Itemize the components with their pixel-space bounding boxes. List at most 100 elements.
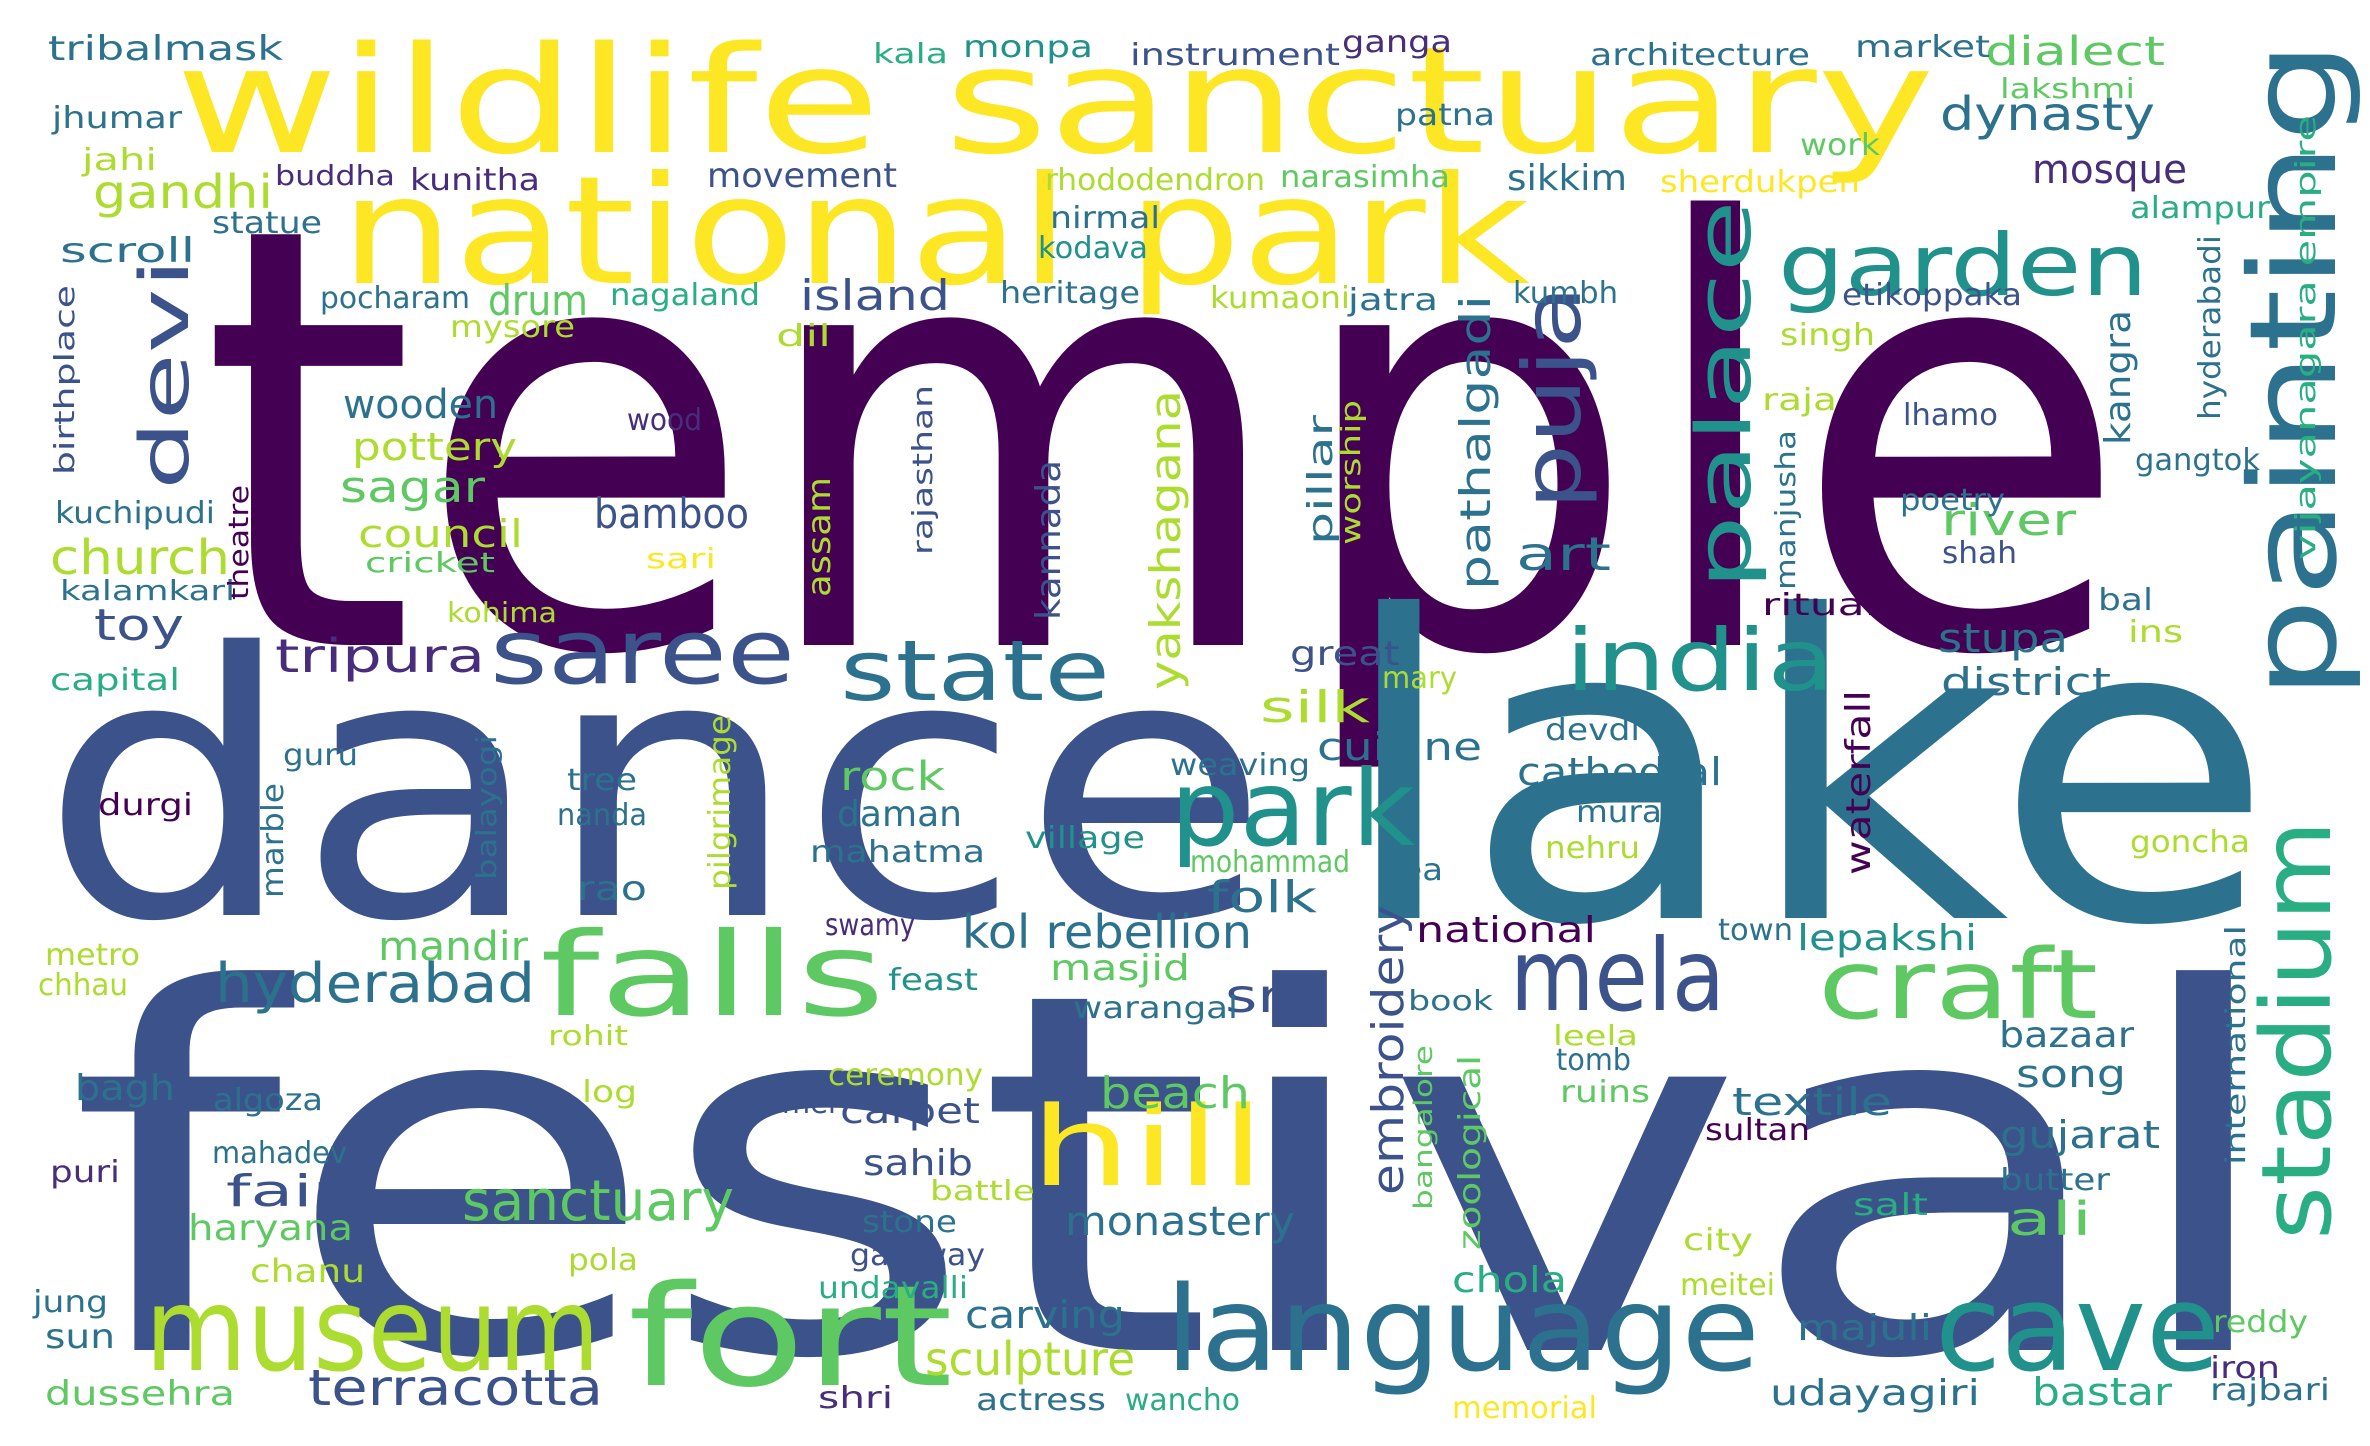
word-mandir: mandir <box>378 924 529 970</box>
word-battle: battle <box>930 1174 1035 1207</box>
word-town: town <box>1718 913 1793 948</box>
word-yakshagana: yakshagana <box>1141 390 1190 690</box>
word-church: church <box>50 530 230 586</box>
word-kangra: kangra <box>2098 310 2139 445</box>
word-bamboo: bamboo <box>594 489 749 538</box>
word-mysore: mysore <box>450 310 575 345</box>
word-dialect: dialect <box>1985 29 2165 75</box>
word-ganga: ganga <box>1342 25 1452 60</box>
word-kumbh: kumbh <box>1513 276 1618 311</box>
word-cricket: cricket <box>365 546 495 579</box>
word-balayogi: balayogi <box>470 735 503 880</box>
word-theatre: theatre <box>222 485 255 600</box>
word-park: park <box>1170 748 1415 870</box>
word-terracotta: terracotta <box>308 1359 603 1417</box>
word-council: council <box>358 512 523 556</box>
word-india: india <box>1565 611 1835 711</box>
word-bastar: bastar <box>2032 1370 2172 1414</box>
word-swamy: swamy <box>825 908 915 943</box>
word-nehru: nehru <box>1545 831 1640 866</box>
word-market: market <box>1855 30 1990 65</box>
word-durgi: durgi <box>98 788 193 823</box>
word-mohammad: mohammad <box>1190 845 1350 880</box>
word-ritual: ritual <box>1762 588 1877 623</box>
word-chanu: chanu <box>250 1252 365 1290</box>
word-temple: temple <box>200 102 2130 783</box>
word-lhamo: lhamo <box>1903 398 1998 433</box>
word-feast: feast <box>888 963 978 998</box>
word-jahi: jahi <box>81 143 157 178</box>
word-chola: chola <box>1452 1260 1567 1301</box>
word-mary: mary <box>1382 661 1457 696</box>
word-sahib: sahib <box>863 1143 973 1184</box>
word-tomb: tomb <box>1556 1043 1631 1078</box>
word-language: language <box>1165 1260 1760 1398</box>
word-bangalore: bangalore <box>1409 1045 1439 1210</box>
word-puri: puri <box>50 1155 120 1190</box>
word-gateway: gateway <box>850 1238 985 1273</box>
word-chhau: chhau <box>38 968 128 1003</box>
word-kumaoni: kumaoni <box>1210 281 1350 316</box>
word-national: national <box>1416 910 1596 951</box>
word-movement: movement <box>707 156 897 196</box>
word-river: river <box>1941 495 2077 546</box>
word-dussehra: dussehra <box>45 1374 235 1414</box>
word-monpa: monpa <box>963 30 1093 65</box>
word-mahatma: mahatma <box>810 835 985 870</box>
word-state: state <box>840 622 1110 720</box>
word-iron: iron <box>2210 1351 2280 1386</box>
word-meitei: meitei <box>1680 1268 1775 1303</box>
word-masjid: masjid <box>1050 948 1190 989</box>
word-raja: raja <box>1762 383 1837 418</box>
word-sari: sari <box>646 542 716 575</box>
word-log: log <box>582 1075 637 1110</box>
word-shah: shah <box>1942 536 2017 571</box>
word-birthplace: birthplace <box>48 285 81 475</box>
word-festival: festival <box>68 886 2288 1446</box>
word-devdi: devdi <box>1545 713 1640 748</box>
word-nanda: nanda <box>557 798 647 833</box>
word-sultan: sultan <box>1705 1113 1810 1148</box>
word-pola: pola <box>568 1243 638 1278</box>
word-reddy: reddy <box>2213 1305 2308 1340</box>
word-city: city <box>1683 1223 1753 1258</box>
word-gandhi: gandhi <box>93 165 273 219</box>
word-mahadev: mahadev <box>212 1136 347 1171</box>
word-painting: painting <box>2225 40 2364 700</box>
word-dance: dance <box>40 577 1270 1002</box>
word-work: work <box>1800 128 1881 163</box>
word-sanctuary: sanctuary <box>462 1169 734 1234</box>
word-falls: falls <box>540 908 885 1043</box>
word-alampur: alampur <box>2130 191 2271 226</box>
word-sculpture: sculpture <box>925 1332 1135 1386</box>
word-algoza: algoza <box>213 1083 323 1118</box>
word-pocharam: pocharam <box>320 281 470 316</box>
word-singh: singh <box>1780 318 1875 353</box>
word-rao: rao <box>577 869 647 909</box>
word-dil: dil <box>776 319 831 354</box>
word-mural: mural <box>1576 795 1671 830</box>
word-narasimha: narasimha <box>1280 160 1450 195</box>
word-tribalmask: tribalmask <box>48 29 283 69</box>
word-goncha: goncha <box>2130 825 2250 860</box>
word-nagaland: nagaland <box>610 278 760 313</box>
word-rock: rock <box>840 754 946 800</box>
word-wancho: wancho <box>1125 1383 1240 1418</box>
word-kohima: kohima <box>447 596 557 629</box>
word-kannada: kannada <box>1029 460 1069 620</box>
word-gangtok: gangtok <box>2135 443 2261 478</box>
word-rhododendron: rhododendron <box>1045 163 1265 198</box>
word-etikoppaka: etikoppaka <box>1842 278 2022 313</box>
word-island: island <box>800 271 950 320</box>
word-guru: guru <box>283 738 358 773</box>
word-sun: sun <box>45 1317 115 1357</box>
word-heritage: heritage <box>1000 276 1140 311</box>
word-fair: fair <box>226 1166 342 1217</box>
word-memorial: memorial <box>1452 1391 1597 1426</box>
word-craft: craft <box>1818 929 2098 1041</box>
word-book: book <box>1408 984 1494 1017</box>
word-shri: shri <box>818 1381 893 1416</box>
word-ins: ins <box>2128 615 2183 650</box>
word-lakshmi: lakshmi <box>2000 72 2135 105</box>
